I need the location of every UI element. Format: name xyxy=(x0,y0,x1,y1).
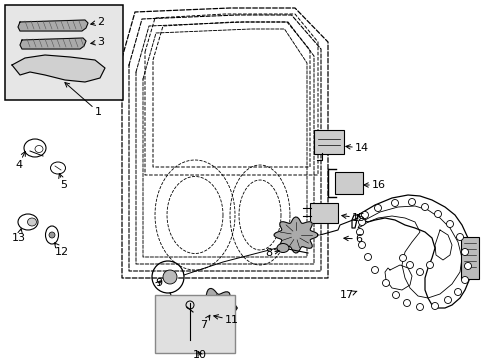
Circle shape xyxy=(356,229,363,235)
Circle shape xyxy=(426,261,433,269)
Text: 2: 2 xyxy=(91,17,104,27)
Circle shape xyxy=(163,270,177,284)
Text: 11: 11 xyxy=(213,315,239,325)
Circle shape xyxy=(421,203,427,211)
Ellipse shape xyxy=(27,218,37,226)
Circle shape xyxy=(406,261,413,269)
Polygon shape xyxy=(274,217,317,253)
Circle shape xyxy=(403,300,409,306)
Text: 8: 8 xyxy=(264,248,279,258)
FancyBboxPatch shape xyxy=(334,172,362,194)
Circle shape xyxy=(358,242,365,248)
Text: 3: 3 xyxy=(91,37,104,47)
Text: 9: 9 xyxy=(155,278,162,288)
Circle shape xyxy=(453,288,461,296)
Circle shape xyxy=(456,234,463,240)
Polygon shape xyxy=(195,288,237,328)
Circle shape xyxy=(358,219,365,225)
Text: 5: 5 xyxy=(59,174,67,190)
Circle shape xyxy=(364,253,371,261)
Text: 13: 13 xyxy=(12,229,26,243)
Circle shape xyxy=(382,279,389,287)
FancyBboxPatch shape xyxy=(313,130,343,154)
Circle shape xyxy=(416,269,423,275)
Text: 12: 12 xyxy=(54,243,69,257)
Circle shape xyxy=(361,211,368,219)
Text: 4: 4 xyxy=(15,152,25,170)
Text: 1: 1 xyxy=(65,82,102,117)
Circle shape xyxy=(464,262,470,270)
Circle shape xyxy=(374,204,381,211)
Circle shape xyxy=(49,232,55,238)
Text: 15: 15 xyxy=(341,213,365,223)
FancyBboxPatch shape xyxy=(155,295,235,353)
Circle shape xyxy=(371,266,378,274)
FancyBboxPatch shape xyxy=(460,237,478,279)
Polygon shape xyxy=(18,20,88,31)
Circle shape xyxy=(399,255,406,261)
Circle shape xyxy=(444,297,450,303)
Text: 14: 14 xyxy=(345,143,368,153)
Circle shape xyxy=(461,248,468,256)
Text: 6: 6 xyxy=(343,234,361,244)
Circle shape xyxy=(446,220,452,228)
Text: 17: 17 xyxy=(339,290,356,300)
Circle shape xyxy=(461,276,468,284)
Circle shape xyxy=(392,292,399,298)
Circle shape xyxy=(434,211,441,217)
Circle shape xyxy=(430,302,438,310)
Text: 10: 10 xyxy=(193,350,206,360)
Ellipse shape xyxy=(276,243,288,252)
Text: 7: 7 xyxy=(200,315,209,330)
FancyBboxPatch shape xyxy=(309,203,337,223)
Circle shape xyxy=(391,199,398,207)
Circle shape xyxy=(407,198,415,206)
Circle shape xyxy=(416,303,423,310)
Polygon shape xyxy=(20,38,86,49)
Text: 16: 16 xyxy=(363,180,385,190)
FancyBboxPatch shape xyxy=(5,5,123,100)
Polygon shape xyxy=(12,55,105,82)
